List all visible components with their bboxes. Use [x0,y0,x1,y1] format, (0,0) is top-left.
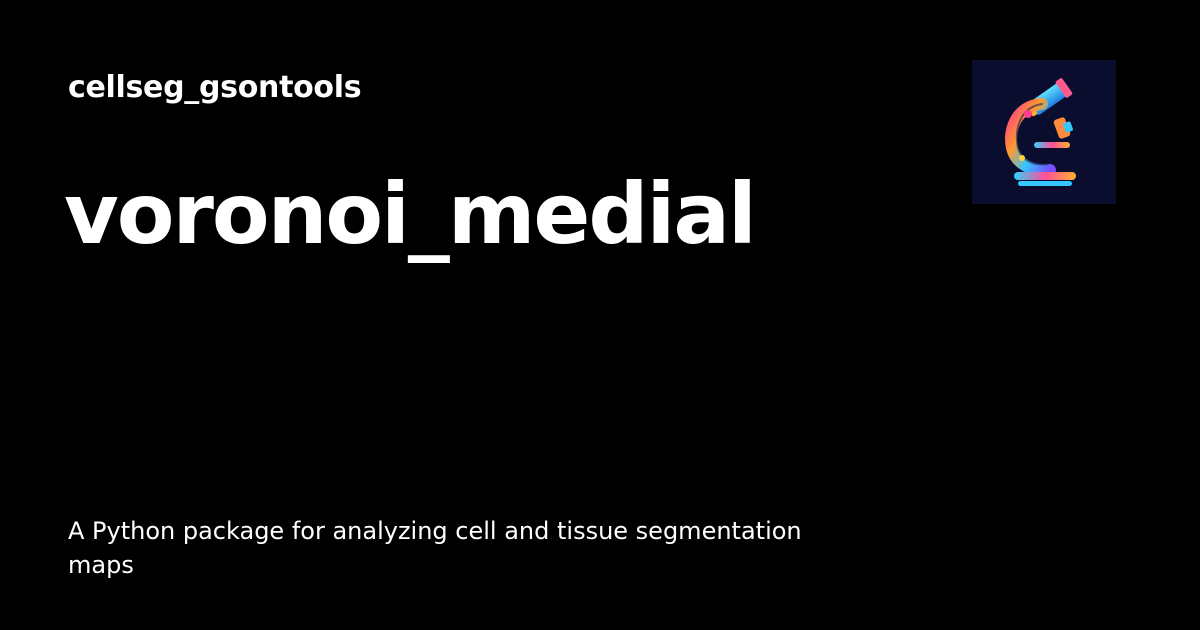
page-description: A Python package for analyzing cell and … [68,517,802,579]
microscope-icon [1005,78,1076,186]
page-title: voronoi_medial [64,165,757,263]
site-name: cellseg_gsontools [68,70,362,105]
logo [972,60,1116,204]
